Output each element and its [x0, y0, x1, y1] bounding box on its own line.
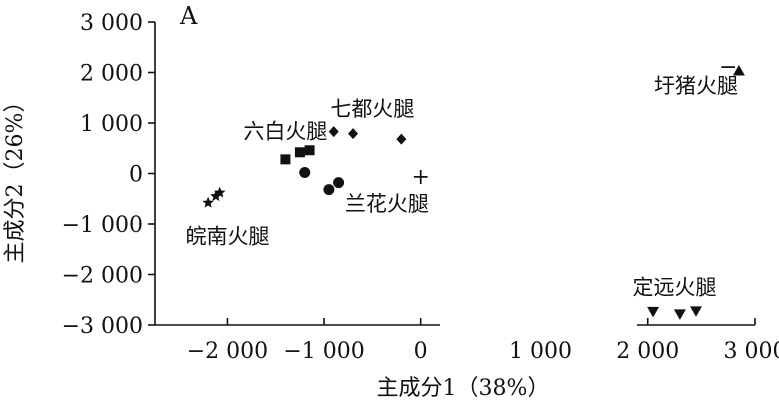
y-tick-label: −1 000: [62, 213, 143, 238]
x-tick-label: 1 000: [509, 339, 572, 364]
triangle-up-marker: [732, 64, 745, 76]
panel-label: A: [179, 2, 198, 30]
x-tick-label: −1 000: [283, 339, 364, 364]
diamond-marker: [348, 128, 359, 140]
y-axis-title: 主成分2（26%）: [3, 91, 28, 264]
star-marker: [202, 196, 214, 208]
diamond-marker: [396, 133, 407, 145]
square-marker: [304, 145, 315, 156]
circle-marker: [333, 177, 345, 189]
series-label: 圩猪火腿: [654, 74, 738, 98]
annotation-mark: −: [719, 55, 737, 80]
series-label: 皖南火腿: [185, 225, 269, 249]
y-tick-label: 1 000: [80, 112, 143, 137]
circle-marker: [323, 184, 335, 196]
diamond-marker: [328, 126, 339, 138]
square-marker: [280, 154, 291, 165]
triangle-down-marker: [673, 309, 686, 320]
data-points: [202, 64, 745, 320]
y-tick-label: −2 000: [62, 264, 143, 289]
x-tick-label: 0: [414, 339, 428, 364]
x-axis-title: 主成分1（38%）: [377, 376, 550, 401]
series-label: 兰花火腿: [345, 192, 429, 216]
star-marker: [210, 190, 222, 202]
star-marker: [214, 186, 226, 198]
annotation-mark: +: [411, 165, 429, 190]
y-tick-label: −3 000: [62, 314, 143, 339]
triangle-down-marker: [690, 306, 702, 317]
x-tick-label: −2 000: [187, 339, 268, 364]
circle-marker: [299, 166, 311, 178]
series-label: 定远火腿: [633, 276, 717, 300]
series-label: 六白火腿: [243, 120, 327, 144]
triangle-down-marker: [647, 306, 660, 318]
series-label: 七都火腿: [330, 97, 414, 121]
y-tick-label: 0: [129, 163, 143, 188]
x-tick-label: 3 000: [724, 339, 779, 364]
y-tick-label: 2 000: [80, 62, 143, 87]
x-tick-label: 2 000: [616, 339, 679, 364]
square-marker: [294, 147, 305, 158]
y-tick-label: 3 000: [80, 11, 143, 36]
